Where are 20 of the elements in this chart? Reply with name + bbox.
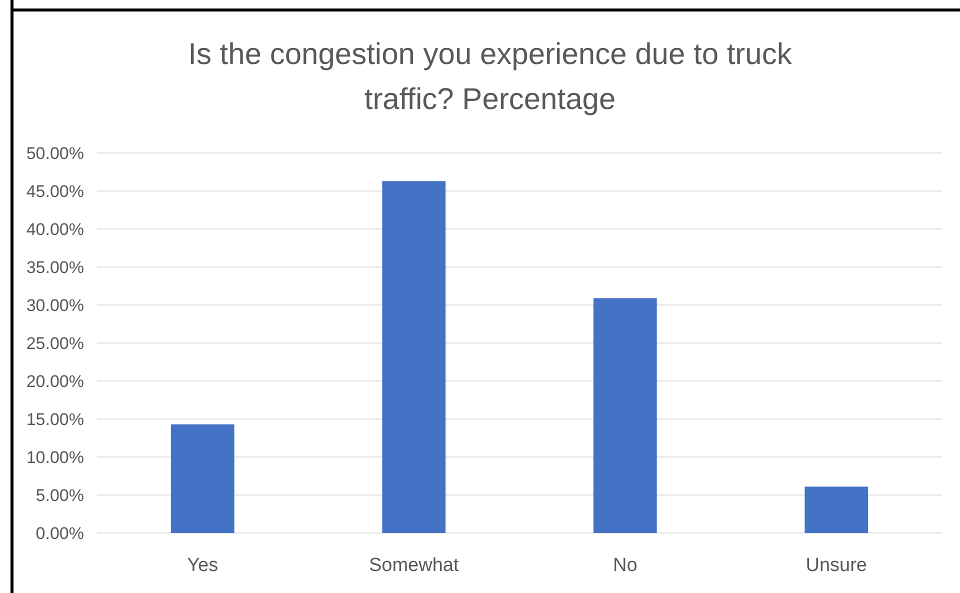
y-tick-label: 25.00%	[26, 334, 84, 353]
y-tick-label: 5.00%	[36, 486, 84, 505]
x-tick-label: No	[612, 555, 638, 576]
bar	[804, 486, 868, 533]
bar	[170, 424, 234, 533]
bar	[593, 298, 657, 533]
y-tick-label: 30.00%	[26, 296, 84, 315]
y-tick-label: 45.00%	[26, 182, 84, 201]
y-tick-label: 35.00%	[26, 258, 84, 277]
x-tick-label: Somewhat	[368, 555, 460, 576]
bar	[382, 181, 446, 533]
y-tick-label: 50.00%	[26, 144, 84, 163]
y-tick-label: 20.00%	[26, 372, 84, 391]
x-tick-label: Unsure	[806, 555, 867, 576]
y-tick-label: 15.00%	[26, 410, 84, 429]
chart-title: Is the congestion you experience due to truck traffic? Percentage	[188, 38, 793, 116]
y-tick-label: 40.00%	[26, 220, 84, 239]
x-tick-label: Yes	[187, 555, 218, 576]
y-tick-label: 10.00%	[26, 448, 84, 467]
y-tick-label: 0.00%	[36, 524, 84, 543]
